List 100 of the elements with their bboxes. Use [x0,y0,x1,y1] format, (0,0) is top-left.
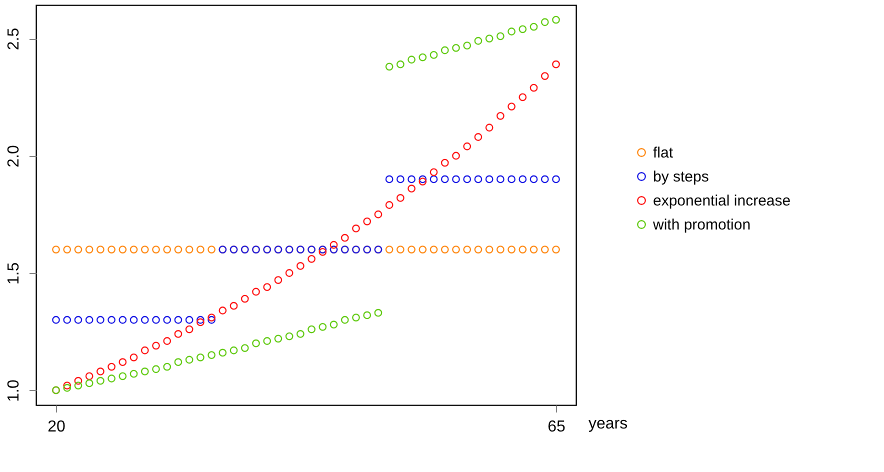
point [474,36,482,45]
point [240,294,249,303]
point [440,175,449,184]
point [118,246,127,254]
y-tick-label: 1.5 [6,262,22,285]
point [508,102,516,110]
point [152,342,160,350]
point [52,316,60,324]
point [230,346,238,354]
y-tick-label: 2.0 [6,145,22,168]
point [552,175,560,184]
point [85,246,94,254]
legend-label: exponential increase [653,192,791,210]
point [185,246,194,254]
point [140,368,149,376]
point [196,353,204,362]
point [196,318,204,326]
point [452,175,460,184]
legend-label: by steps [653,168,709,186]
point [152,246,160,254]
point [518,246,527,254]
point [118,372,127,380]
point [85,379,94,388]
point [130,316,138,324]
point [408,246,416,254]
point [440,246,449,254]
point [108,362,116,371]
point [140,246,149,254]
point [174,358,182,366]
point [208,246,216,254]
point [352,224,360,232]
point [208,316,216,324]
point [152,316,160,324]
point [163,362,172,371]
point [85,316,94,324]
point [74,316,82,324]
point [385,175,394,184]
point [496,32,504,40]
point [352,314,360,322]
point [518,93,527,102]
point [174,246,182,254]
point [118,316,127,324]
point [263,283,272,292]
point [540,18,549,26]
point [474,133,482,141]
point [96,316,104,324]
point [218,306,227,314]
point [374,210,382,218]
legend-label: with promotion [652,216,751,234]
x-tick-label: 65 [548,418,566,436]
point [540,72,549,80]
point [463,175,472,184]
point [440,158,449,167]
point [408,175,416,184]
point [408,184,416,193]
point [285,332,294,340]
x-axis-title: years [588,416,628,432]
point [152,365,160,374]
y-tick-label: 2.5 [6,28,22,50]
point [540,246,549,254]
point [140,316,149,324]
point [463,246,472,254]
point [163,246,172,254]
point [63,316,72,324]
point [208,314,216,322]
point [508,246,516,254]
point [340,234,349,242]
point [485,124,494,132]
point [218,348,227,357]
point [340,316,349,324]
point [418,246,427,254]
point [396,175,404,184]
point [430,175,438,184]
point [330,240,338,249]
point [163,316,172,324]
point [474,246,482,254]
point [396,246,404,254]
point [418,53,427,62]
point [230,302,238,310]
point [185,325,194,334]
point [485,175,494,184]
point [118,358,127,366]
point [485,246,494,254]
point [518,25,527,34]
point [63,246,72,254]
point [108,246,116,254]
point [308,325,316,334]
point [440,46,449,54]
point [74,246,82,254]
point [540,175,549,184]
point [96,376,104,385]
point [552,16,560,24]
point [552,246,560,254]
point [496,112,504,120]
point [130,353,138,362]
point [85,372,94,380]
point [163,337,172,345]
point [452,246,460,254]
point [296,330,304,338]
point [508,28,516,36]
